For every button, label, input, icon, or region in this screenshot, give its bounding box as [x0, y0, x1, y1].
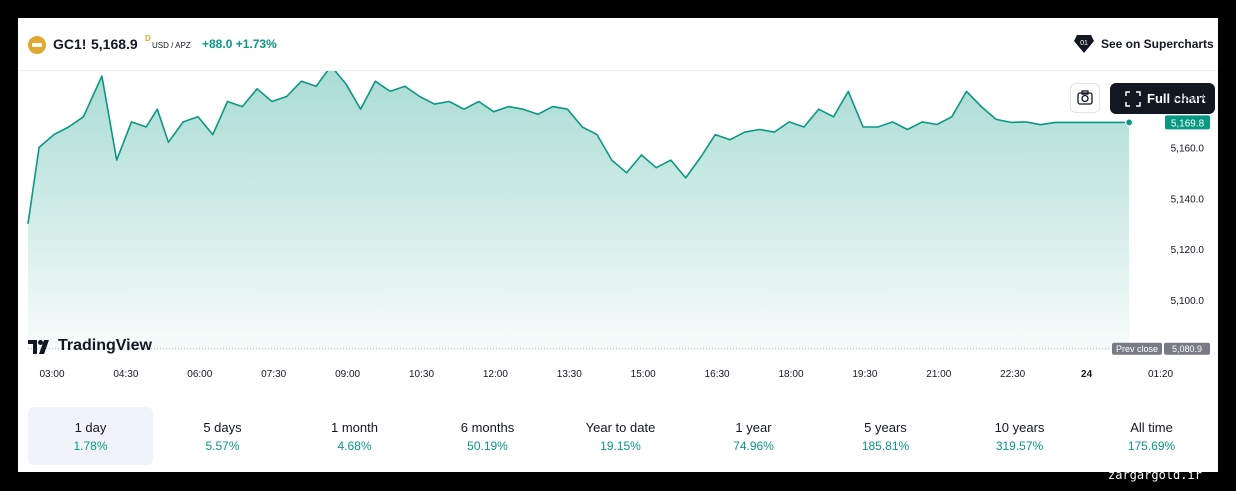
series-area [28, 71, 1130, 351]
supercharts-icon[interactable]: 01 [1074, 35, 1094, 53]
x-tick-label: 19:30 [852, 369, 877, 380]
change-value: +88.0 [202, 37, 233, 51]
period-change: 5.57% [205, 439, 240, 453]
last-value-label: 5,169.8 [1171, 118, 1205, 129]
period-change: 4.68% [337, 439, 372, 453]
last-point [1125, 118, 1134, 127]
change-percent: +1.73% [235, 37, 277, 51]
period-5-days[interactable]: 5 days 5.57% [160, 407, 285, 465]
currency-label: USD / APZ [152, 41, 191, 50]
price-change: +88.0 +1.73% [202, 37, 277, 51]
period-5-years[interactable]: 5 years 185.81% [823, 407, 948, 465]
see-on-supercharts-link[interactable]: See on Supercharts [1101, 37, 1214, 51]
period-6-months[interactable]: 6 months 50.19% [425, 407, 550, 465]
y-tick-label: 5,120.0 [1171, 245, 1205, 256]
x-tick-label: 04:30 [113, 369, 138, 380]
x-tick-label: 09:00 [335, 369, 360, 380]
period-selector: 1 day 1.78% 5 days 5.57% 1 month 4.68% 6… [28, 407, 1212, 465]
period-1-day[interactable]: 1 day 1.78% [28, 407, 153, 465]
last-value-badge [1165, 115, 1210, 130]
x-tick-label: 22:30 [1000, 369, 1025, 380]
period-1-month[interactable]: 1 month 4.68% [292, 407, 417, 465]
period-10-years[interactable]: 10 years 319.57% [957, 407, 1082, 465]
x-tick-label: 07:30 [261, 369, 286, 380]
x-tick-label: 16:30 [705, 369, 730, 380]
y-tick-label: 5,160.0 [1171, 143, 1205, 154]
series-line [27, 71, 1130, 224]
snapshot-button[interactable] [1070, 83, 1100, 113]
last-price: 5,168.9 [91, 36, 138, 52]
period-all-time[interactable]: All time 175.69% [1089, 407, 1214, 465]
gold-logo-icon [28, 36, 46, 54]
period-change: 1.78% [73, 439, 108, 453]
fullscreen-icon [1125, 91, 1141, 107]
period-year-to-date[interactable]: Year to date 19.15% [558, 407, 683, 465]
full-chart-label: Full chart [1147, 91, 1206, 106]
symbol-header: GC1! 5,168.9 D USD / APZ +88.0 +1.73% 01… [18, 18, 1218, 71]
camera-icon [1077, 90, 1093, 105]
period-label: All time [1130, 420, 1173, 435]
svg-text:01: 01 [1080, 40, 1088, 47]
prev-close-value: 5,080.9 [1172, 344, 1202, 354]
x-tick-label: 01:20 [1148, 369, 1173, 380]
period-change: 50.19% [467, 439, 508, 453]
period-label: 5 years [864, 420, 907, 435]
full-chart-button[interactable]: Full chart [1110, 83, 1215, 114]
symbol-name[interactable]: GC1! [53, 36, 87, 52]
x-tick-label: 10:30 [409, 369, 434, 380]
prev-close-badge [1164, 342, 1210, 355]
y-tick-label: 5,140.0 [1171, 194, 1205, 205]
period-change: 175.69% [1127, 439, 1176, 453]
period-change: 319.57% [995, 439, 1044, 453]
prev-close-tag [1112, 342, 1162, 355]
prev-close-label: Prev close [1116, 344, 1158, 354]
x-tick-label: 13:30 [557, 369, 582, 380]
chart-widget: GC1! 5,168.9 D USD / APZ +88.0 +1.73% 01… [18, 18, 1218, 472]
period-change: 74.96% [733, 439, 774, 453]
y-tick-label: 5,180.0 [1171, 93, 1205, 104]
period-change: 19.15% [600, 439, 641, 453]
watermark: zargargold.ir [1108, 468, 1202, 482]
x-tick-label: 06:00 [187, 369, 212, 380]
x-tick-label: 12:00 [483, 369, 508, 380]
y-tick-label: 5,100.0 [1171, 296, 1205, 307]
period-label: 6 months [460, 420, 515, 435]
period-label: 10 years [994, 420, 1045, 435]
x-tick-label: 18:00 [778, 369, 803, 380]
period-label: Year to date [585, 420, 656, 435]
period-label: 5 days [203, 420, 242, 435]
x-tick-label: 21:00 [926, 369, 951, 380]
tradingview-logo-icon [28, 340, 49, 354]
price-flag: D [145, 34, 151, 43]
x-tick-label: 15:00 [631, 369, 656, 380]
period-label: 1 month [331, 420, 378, 435]
period-label: 1 year [735, 420, 772, 435]
period-1-year[interactable]: 1 year 74.96% [691, 407, 816, 465]
period-label: 1 day [74, 420, 107, 435]
price-chart[interactable]: 5,180.0 5,160.0 5,140.0 5,120.0 5,100.0 5,169… [18, 71, 1218, 406]
x-tick-label: 24 [1081, 369, 1093, 380]
period-change: 185.81% [861, 439, 910, 453]
x-tick-label: 03:00 [39, 369, 64, 380]
tradingview-wordmark: TradingView [58, 337, 152, 354]
